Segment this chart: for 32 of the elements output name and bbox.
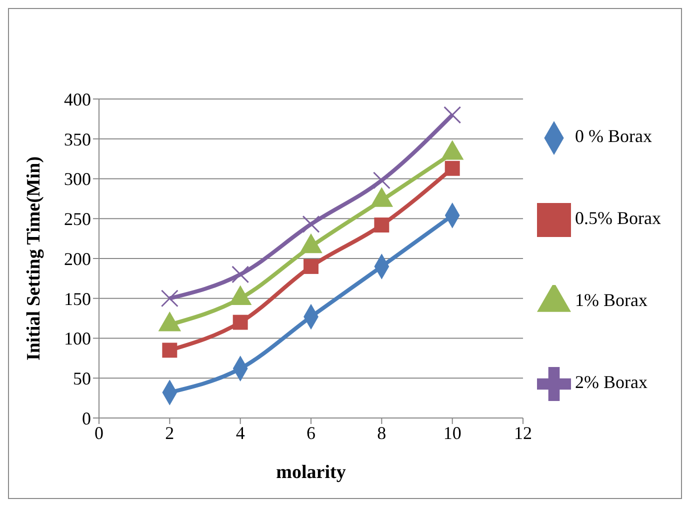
x-tick-label: 8	[377, 422, 386, 443]
y-tick-label: 0	[82, 408, 91, 428]
x-tick-label: 10	[443, 422, 462, 443]
x-tick-label: 2	[165, 422, 174, 443]
x-tick-label: 6	[306, 422, 316, 443]
point	[232, 314, 248, 330]
legend-label: 1% Borax	[575, 290, 648, 310]
point	[304, 258, 318, 274]
point	[444, 160, 460, 176]
point	[444, 106, 462, 124]
point	[302, 215, 320, 233]
legend-label: 0.5% Borax	[575, 208, 661, 228]
y-tick-label: 350	[64, 129, 91, 150]
x-tick-label: 4	[236, 422, 245, 443]
y-tick-label: 200	[64, 248, 91, 269]
y-tick-label: 50	[73, 368, 91, 389]
legend-label: 0 % Borax	[575, 126, 652, 146]
y-tick-label: 400	[64, 89, 91, 110]
point	[162, 342, 178, 358]
point	[160, 290, 178, 308]
y-axis-title: Initial Setting Time(Min)	[24, 156, 45, 361]
legend-label: 2% Borax	[575, 372, 648, 392]
y-tick-label: 300	[64, 169, 91, 190]
y-tick-label: 100	[64, 328, 91, 349]
point	[232, 266, 250, 284]
y-tick-label: 150	[64, 288, 91, 309]
y-tick-label: 250	[64, 209, 91, 230]
point	[372, 172, 390, 190]
point	[374, 218, 390, 232]
x-tick-label: 0	[94, 422, 104, 443]
x-tick-label: 12	[514, 422, 532, 443]
x-axis-title: molarity	[276, 462, 346, 483]
